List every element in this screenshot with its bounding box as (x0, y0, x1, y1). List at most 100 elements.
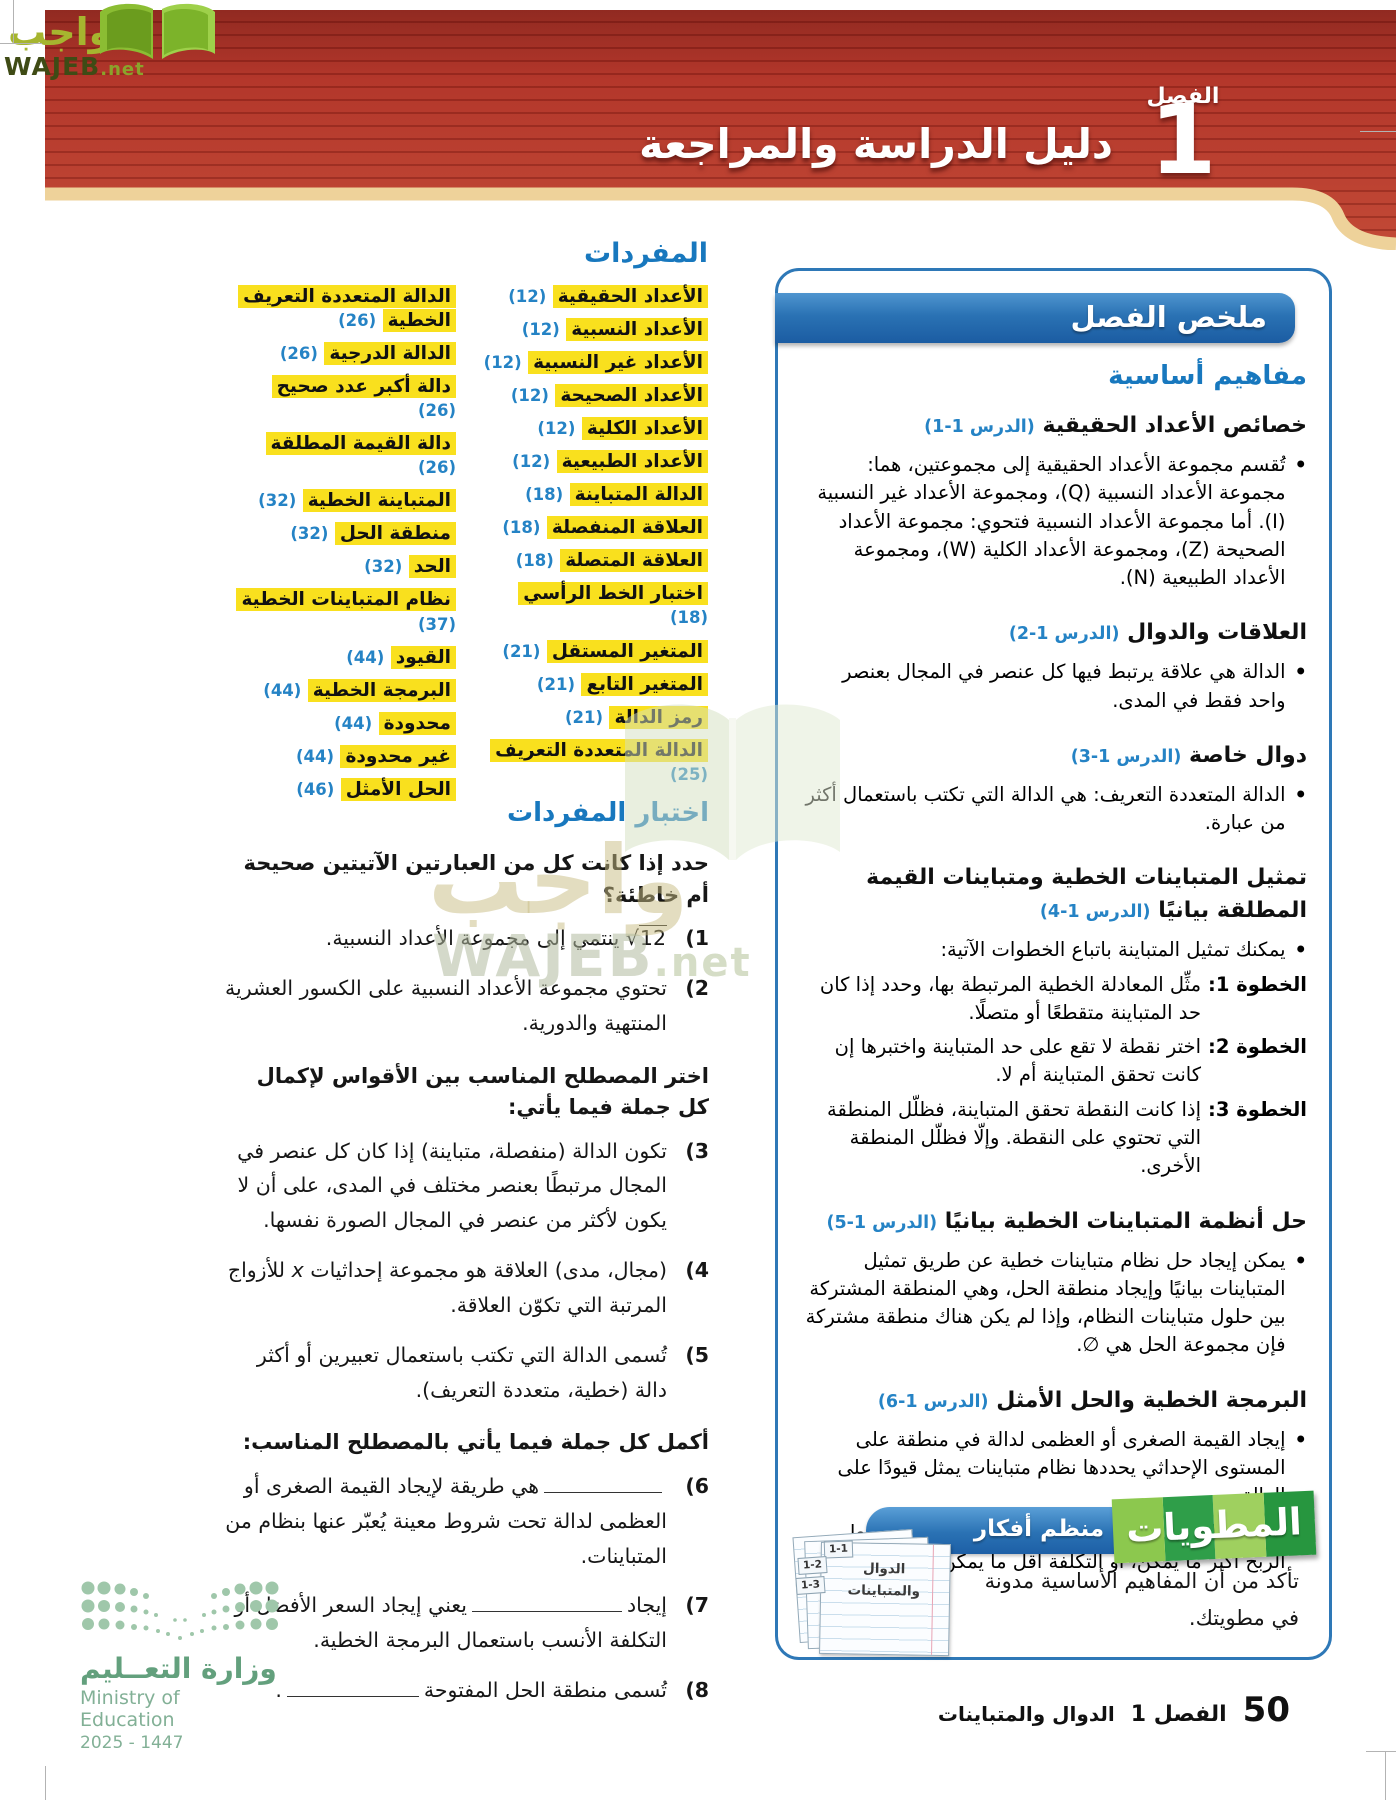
quiz-instruction-true-false: حدد إذا كانت كل من العبارتين الآتيتين صح… (243, 851, 709, 907)
bullet-icon: • (1294, 938, 1307, 962)
chapter-summary-box: ملخص الفصل مفاهيم أساسية خصائص الأعداد ا… (775, 268, 1332, 1660)
answer-blank (471, 1592, 622, 1613)
vocab-term: الدالة المتباينة (18) (480, 483, 708, 507)
key-concepts-heading: مفاهيم أساسية (1108, 361, 1307, 391)
answer-blank (286, 1677, 419, 1698)
open-book-icon (100, 3, 215, 59)
card-tab: 1-2 (797, 1556, 828, 1575)
vocab-term: الأعداد الكلية (12) (480, 417, 708, 441)
vocab-term: محدودة (44) (228, 711, 456, 736)
bullet-icon: • (1294, 1427, 1307, 1451)
card-tab: 1-1 (823, 1540, 854, 1559)
quiz-question-1: 1) √12 ينتمي إلى مجموعة الأعداد النسبية. (325, 925, 709, 950)
lesson-reference: (الدرس 1-3) (1070, 746, 1182, 767)
foldable-cards-illustration: 1-1 1-2 1-3 الدوال والمتباينات (790, 1528, 958, 1657)
vocab-term: منطقة الحل (32) (228, 522, 456, 546)
vocabulary-section: المفردات الأعداد الحقيقية (12) الأعداد ا… (228, 238, 708, 811)
quiz-question-2: 2) تحتوي مجموعة الأعداد النسبية على الكس… (225, 975, 709, 1035)
ministry-of-education-logo: وزارة التعــليم Ministry of Education 20… (80, 1578, 280, 1753)
vocab-term: القيود (44) (228, 645, 456, 670)
graphing-step-3: الخطوة 3: إذا كانت النقطة تحقق المتباينة،… (827, 1097, 1307, 1178)
vocab-term: الأعداد الطبيعية (12) (480, 450, 708, 474)
chapter-label: الفصل (1146, 84, 1220, 109)
answer-blank (544, 1472, 662, 1493)
vocabulary-heading: المفردات (584, 238, 708, 269)
vocabulary-quiz-section: اختبار المفردات حدد إذا كانت كل من العبا… (225, 798, 709, 1723)
vocab-term: رمز الدالة (21) (480, 705, 708, 730)
vocab-term: العلاقة المنفصلة (18) (480, 516, 708, 540)
foldables-note: تأكد من أن المفاهيم الأساسية مدونة في مط… (984, 1569, 1299, 1630)
footer-chapter: الفصل 1 (1130, 1702, 1227, 1727)
bullet-icon: • (1294, 660, 1307, 684)
foldables-ribbon: المطويات (1111, 1490, 1317, 1564)
page-footer: 50 الفصل 1 الدوال والمتباينات (938, 1690, 1290, 1730)
vocab-term: الدالة الدرجية (26) (228, 342, 456, 366)
bullet-icon: • (1294, 453, 1307, 476)
header-banner (45, 10, 1396, 250)
vocab-term: الدالة المتعددة التعريف الخطية (26) (228, 285, 456, 333)
vocab-term: الحل الأمثل (46) (228, 777, 456, 802)
vocab-term: المتغير المستقل (21) (480, 639, 708, 664)
ministry-name-arabic: وزارة التعــليم (80, 1652, 277, 1685)
vocab-term: الأعداد الصحيحة (12) (480, 384, 708, 408)
ministry-dots-emblem (81, 1581, 279, 1640)
vocabulary-column-left: الدالة المتعددة التعريف الخطية (26) الدا… (228, 285, 456, 811)
crop-mark (1366, 1751, 1396, 1752)
lesson-reference: (الدرس 1-4) (1039, 902, 1151, 923)
quiz-question-5: 5) تُسمى الدالة التي تكتب باستعمال تعبير… (256, 1342, 709, 1402)
quiz-question-6: 6) هي طريقة لإيجاد القيمة الصغرى أو العظ… (225, 1472, 709, 1568)
wajeb-logo-latin: WAJEB.net (4, 52, 145, 81)
vocab-term: دالة أكبر عدد صحيح (26) (228, 375, 456, 423)
vocab-term: دالة القيمة المطلقة (26) (228, 432, 456, 480)
wajeb-logo-name: WAJEB (4, 52, 101, 81)
summary-section-1: خصائص الأعداد الحقيقية (الدرس 1-1) • تُقس… (800, 409, 1307, 592)
ministry-name-english: Ministry of Education (80, 1687, 180, 1731)
summary-banner: ملخص الفصل (775, 293, 1295, 343)
quiz-instruction-complete: أكمل كل جملة فيما يأتي بالمصطلح المناسب: (242, 1430, 709, 1455)
vocab-term: الدالة المتعددة التعريف (25) (480, 738, 708, 787)
wajeb-logo-arabic: واجب (8, 10, 113, 54)
ministry-years: 2025 - 1447 (80, 1733, 184, 1753)
foldables-subtitle-banner: منظم أفكار (866, 1507, 1158, 1554)
card-title: الدوال والمتباينات (847, 1560, 921, 1600)
page-title: دليل الدراسة والمراجعة (639, 120, 1113, 168)
summary-section-2: العلاقات والدوال (الدرس 1-2) • الدالة هي … (800, 616, 1307, 715)
foldables-ribbon-label: المطويات (1125, 1500, 1303, 1551)
vocab-term: نظام المتباينات الخطية (37) (228, 588, 456, 636)
quiz-heading: اختبار المفردات (506, 798, 709, 828)
page-number: 50 (1242, 1690, 1290, 1730)
summary-section-3: دوال خاصة (الدرس 1-3) • الدالة المتعددة ا… (800, 739, 1307, 838)
card-tab: 1-3 (795, 1576, 826, 1595)
crop-mark (1385, 1752, 1386, 1800)
quiz-instruction-choose: اختر المصطلح المناسب بين الأقواس لإكمال … (256, 1063, 709, 1120)
lesson-reference: (الدرس 1-5) (826, 1212, 938, 1233)
crop-mark (1360, 131, 1396, 132)
vocabulary-column-right: الأعداد الحقيقية (12) الأعداد النسبية (1… (480, 285, 708, 811)
vocab-term: الأعداد النسبية (12) (480, 318, 708, 342)
lesson-reference: (الدرس 1-2) (1008, 624, 1120, 645)
bullet-icon: • (1294, 782, 1307, 806)
quiz-question-3: 3) تكون الدالة (منفصلة، متباينة) إذا كان… (237, 1138, 709, 1233)
footer-chapter-title: الدوال والمتباينات (937, 1702, 1115, 1726)
wajeb-logo-tld: .net (100, 59, 145, 80)
vocab-term: غير محدودة (44) (228, 744, 456, 769)
chapter-number: 1 (1149, 84, 1217, 196)
vocab-term: المتباينة الخطية (32) (228, 489, 456, 513)
lesson-reference: (الدرس 1-6) (877, 1391, 989, 1412)
graphing-step-1: الخطوة 1: مثِّل المعادلة الخطية المرتبطة … (819, 972, 1307, 1024)
summary-section-5: حل أنظمة المتباينات الخطية بيانيًا (الدر… (800, 1205, 1307, 1360)
vocab-term: الحد (32) (228, 555, 456, 579)
vocab-term: الأعداد غير النسبية (12) (480, 351, 708, 375)
bullet-icon: • (1294, 1248, 1307, 1272)
quiz-question-7: 7) إيجاديعني إيجاد السعر الأفضل أو التكل… (234, 1592, 709, 1653)
graphing-step-2: الخطوة 2: اختر نقطة لا تقع على حد المتباي… (834, 1035, 1307, 1087)
crop-mark (45, 1766, 46, 1800)
vocab-term: المتغير التابع (21) (480, 672, 708, 697)
vocab-term: العلاقة المتصلة (18) (480, 549, 708, 573)
quiz-question-8: 8) تُسمى منطقة الحل المفتوحة. (275, 1677, 709, 1703)
summary-section-4: تمثيل المتباينات الخطية ومتباينات القيمة… (800, 861, 1307, 1180)
crop-mark (0, 43, 42, 44)
crop-mark (13, 0, 14, 44)
quiz-question-4: 4) (مجال، مدى) العلاقة هو مجموعة إحداثيا… (227, 1258, 709, 1317)
